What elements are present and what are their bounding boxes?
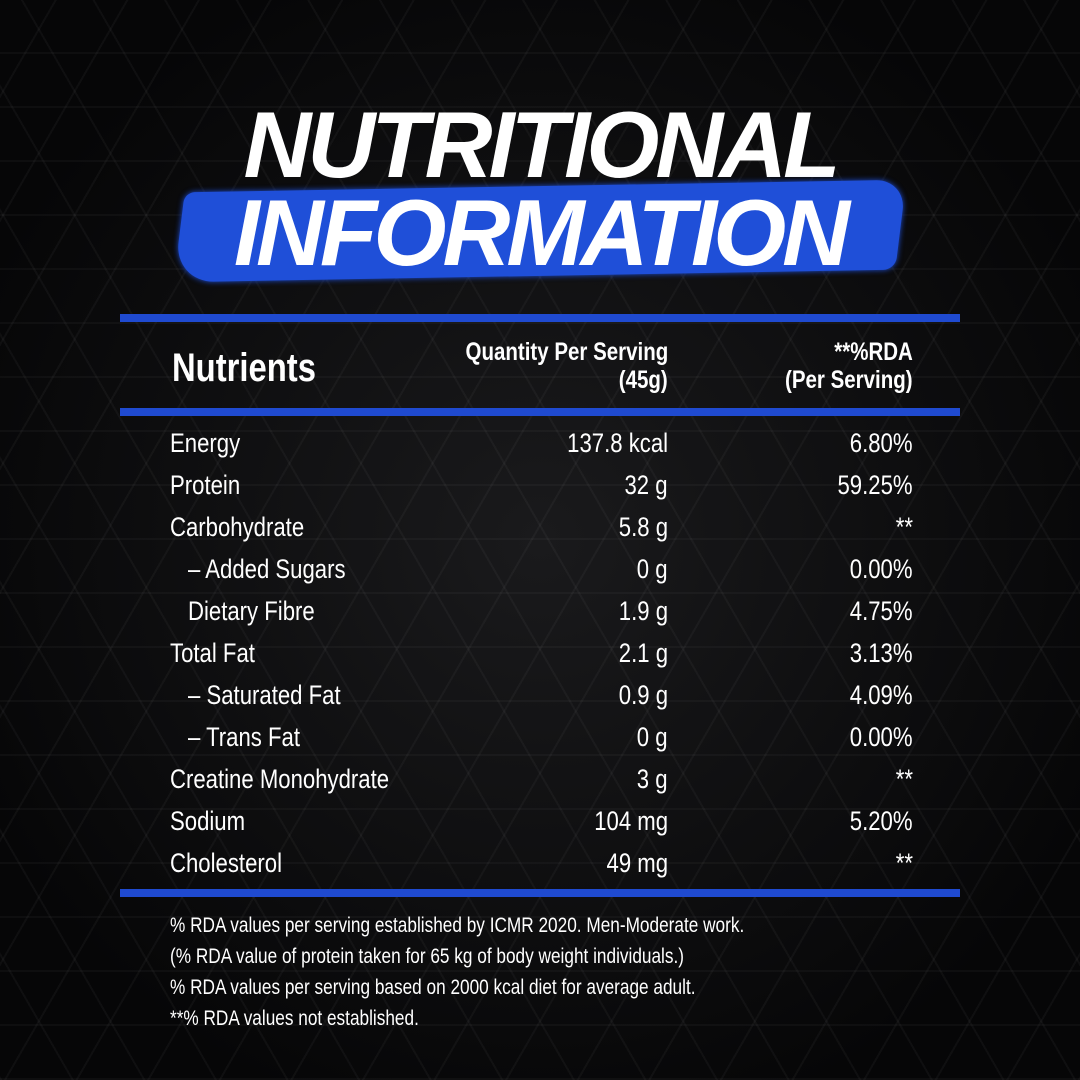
nutrient-rda: 6.80% <box>850 428 913 458</box>
divider-top <box>120 314 960 322</box>
nutrient-name: Cholesterol <box>170 848 282 878</box>
footnote: (% RDA value of protein taken for 65 kg … <box>170 945 685 968</box>
nutrient-rda: ** <box>895 764 913 794</box>
footnote: **% RDA values not established. <box>170 1007 419 1030</box>
footnote: % RDA values per serving based on 2000 k… <box>170 976 696 999</box>
nutrient-name: Creatine Monohydrate <box>170 764 390 794</box>
nutrient-quantity: 32 g <box>624 470 668 500</box>
nutrient-rda: ** <box>895 848 913 878</box>
nutrient-rda: 59.25% <box>837 470 913 500</box>
nutrient-quantity: 137.8 kcal <box>567 428 668 458</box>
nutrition-table: Energy 137.8 kcal 6.80% Protein 32 g 59.2… <box>0 424 1080 886</box>
nutrient-rda: 3.13% <box>850 638 913 668</box>
divider-bottom <box>120 889 960 897</box>
header-nutrients: Nutrients <box>172 346 316 390</box>
nutrient-name: Carbohydrate <box>170 512 305 542</box>
table-row: Sodium 104 mg 5.20% <box>0 802 1080 844</box>
divider-header <box>120 408 960 416</box>
nutrient-quantity: 1.9 g <box>618 596 668 626</box>
table-row: – Trans Fat 0 g 0.00% <box>0 718 1080 760</box>
nutrient-name: Dietary Fibre <box>188 596 315 626</box>
nutrient-quantity: 104 mg <box>594 806 668 836</box>
nutrient-rda: 0.00% <box>850 554 913 584</box>
nutrient-rda: 4.75% <box>850 596 913 626</box>
table-row: Dietary Fibre 1.9 g 4.75% <box>0 592 1080 634</box>
table-row: Carbohydrate 5.8 g ** <box>0 508 1080 550</box>
nutrient-quantity: 0.9 g <box>618 680 668 710</box>
nutrient-name: Total Fat <box>170 638 255 668</box>
nutrient-name: Energy <box>170 428 241 458</box>
table-row: Energy 137.8 kcal 6.80% <box>0 424 1080 466</box>
nutrient-quantity: 0 g <box>637 554 668 584</box>
table-row: Protein 32 g 59.25% <box>0 466 1080 508</box>
nutrient-quantity: 2.1 g <box>618 638 668 668</box>
table-row: – Added Sugars 0 g 0.00% <box>0 550 1080 592</box>
nutrient-quantity: 0 g <box>637 722 668 752</box>
table-row: Creatine Monohydrate 3 g ** <box>0 760 1080 802</box>
footnotes: % RDA values per serving established by … <box>170 910 870 1034</box>
header-quantity: Quantity Per Serving (45g) <box>465 338 668 394</box>
table-row: – Saturated Fat 0.9 g 4.09% <box>0 676 1080 718</box>
nutrient-quantity: 3 g <box>637 764 668 794</box>
nutrient-name: Sodium <box>170 806 246 836</box>
nutrient-rda: ** <box>895 512 913 542</box>
nutrient-name: Protein <box>170 470 241 500</box>
title-line-1: NUTRITIONAL <box>243 92 840 197</box>
nutrient-quantity: 5.8 g <box>618 512 668 542</box>
footnote: % RDA values per serving established by … <box>170 914 745 937</box>
table-row: Total Fat 2.1 g 3.13% <box>0 634 1080 676</box>
nutrient-name: – Trans Fat <box>188 722 300 752</box>
nutrient-quantity: 49 mg <box>606 848 668 878</box>
nutrient-name: – Saturated Fat <box>188 680 341 710</box>
nutrient-rda: 4.09% <box>850 680 913 710</box>
table-row: Cholesterol 49 mg ** <box>0 844 1080 886</box>
header-rda: **%RDA (Per Serving) <box>785 338 913 394</box>
title-line-2: INFORMATION <box>233 180 850 285</box>
nutrient-name: – Added Sugars <box>188 554 346 584</box>
nutrient-rda: 5.20% <box>850 806 913 836</box>
nutrient-rda: 0.00% <box>850 722 913 752</box>
